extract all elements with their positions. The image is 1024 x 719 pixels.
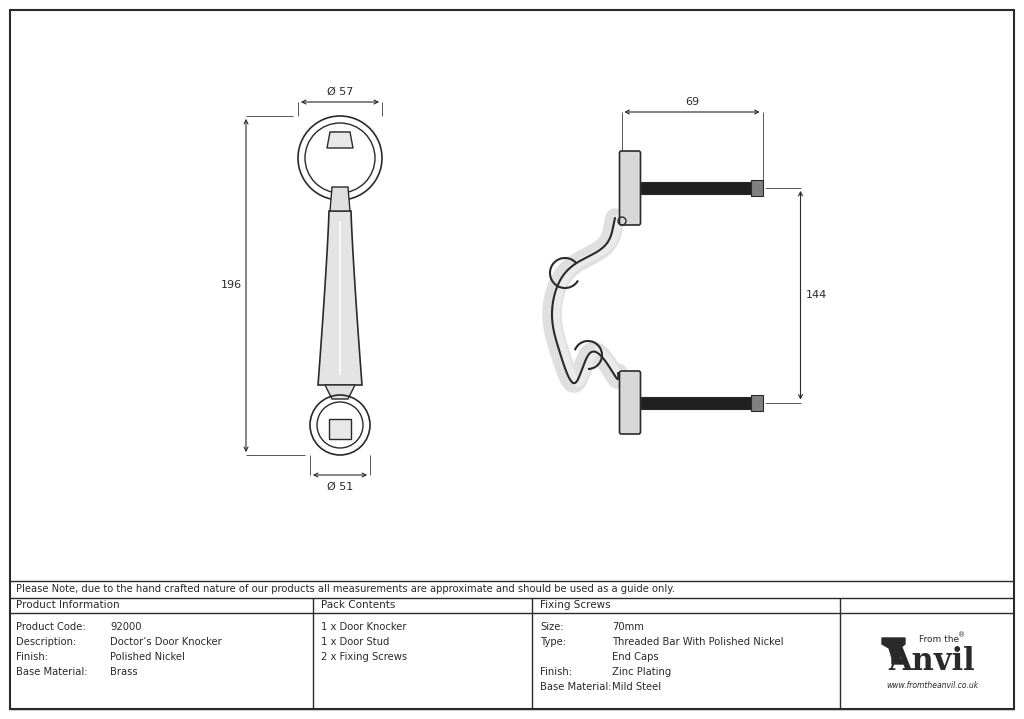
Text: Base Material:: Base Material: <box>540 682 611 692</box>
Text: Pack Contents: Pack Contents <box>321 600 395 610</box>
Text: End Caps: End Caps <box>612 652 658 662</box>
Text: Product Information: Product Information <box>16 600 120 610</box>
Polygon shape <box>325 385 355 399</box>
Text: www.fromtheanvil.co.uk: www.fromtheanvil.co.uk <box>886 682 978 690</box>
Text: 69: 69 <box>685 97 699 107</box>
Text: 196: 196 <box>221 280 242 290</box>
Bar <box>329 419 351 439</box>
Text: 144: 144 <box>806 290 826 301</box>
Text: 2 x Fixing Screws: 2 x Fixing Screws <box>321 652 408 662</box>
Text: 1 x Door Knocker: 1 x Door Knocker <box>321 622 407 632</box>
Text: Description:: Description: <box>16 637 76 647</box>
Text: Doctor’s Door Knocker: Doctor’s Door Knocker <box>110 637 222 647</box>
Text: 1 x Door Stud: 1 x Door Stud <box>321 637 389 647</box>
Polygon shape <box>882 638 905 664</box>
Text: Anvil: Anvil <box>889 646 975 677</box>
Bar <box>751 180 763 196</box>
FancyBboxPatch shape <box>620 371 640 434</box>
Text: Fixing Screws: Fixing Screws <box>540 600 610 610</box>
Text: From the: From the <box>919 634 959 644</box>
Bar <box>751 395 763 411</box>
Polygon shape <box>327 132 353 148</box>
Bar <box>640 396 751 408</box>
Text: Brass: Brass <box>110 667 137 677</box>
Text: 92000: 92000 <box>110 622 141 632</box>
Text: 70mm: 70mm <box>612 622 644 632</box>
Bar <box>640 182 751 194</box>
Text: ®: ® <box>958 632 966 638</box>
Polygon shape <box>330 187 350 211</box>
Text: Mild Steel: Mild Steel <box>612 682 662 692</box>
Text: Product Code:: Product Code: <box>16 622 86 632</box>
Text: Zinc Plating: Zinc Plating <box>612 667 672 677</box>
Text: Finish:: Finish: <box>540 667 572 677</box>
Text: Ø 57: Ø 57 <box>327 87 353 97</box>
Text: Finish:: Finish: <box>16 652 48 662</box>
Text: Ø 51: Ø 51 <box>327 482 353 492</box>
Text: Polished Nickel: Polished Nickel <box>110 652 185 662</box>
Text: Please Note, due to the hand crafted nature of our products all measurements are: Please Note, due to the hand crafted nat… <box>16 585 675 595</box>
Text: Type:: Type: <box>540 637 566 647</box>
Text: Threaded Bar With Polished Nickel: Threaded Bar With Polished Nickel <box>612 637 783 647</box>
Text: Base Material:: Base Material: <box>16 667 87 677</box>
FancyBboxPatch shape <box>620 151 640 225</box>
Text: Size:: Size: <box>540 622 563 632</box>
Polygon shape <box>318 211 362 385</box>
